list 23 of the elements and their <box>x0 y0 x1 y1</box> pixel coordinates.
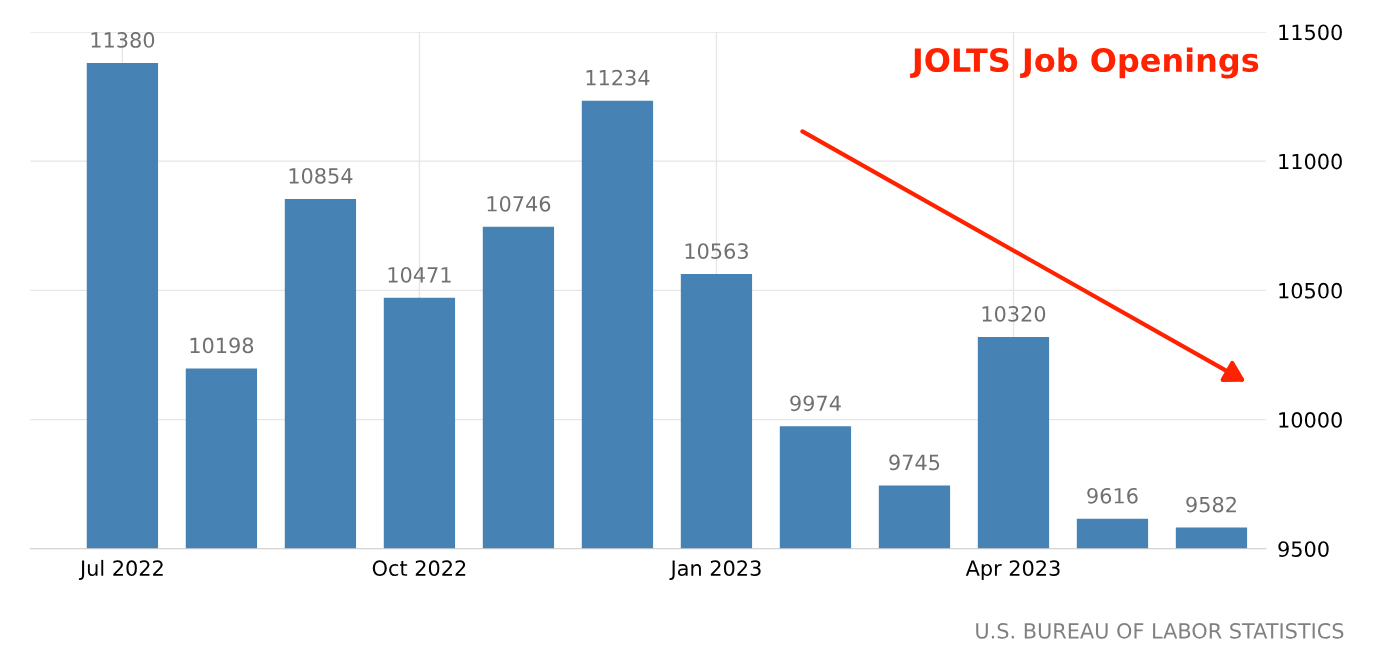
data-label: 10471 <box>388 266 451 283</box>
y-tick-label: 10500 <box>1279 282 1342 299</box>
text: U.S. BUREAU OF LABOR STATISTICS <box>976 622 1344 639</box>
data-label: 11234 <box>586 69 650 86</box>
data-label: 11380 <box>91 32 155 48</box>
data-label: 9582 <box>1186 496 1236 513</box>
data-label: 9745 <box>889 454 940 471</box>
data-label: 10198 <box>190 337 254 354</box>
y-tick-label: 9500 <box>1278 541 1329 557</box>
y-tick-label: 10000 <box>1279 412 1342 428</box>
data-label: 9974 <box>790 395 841 412</box>
data-label: 9616 <box>1087 487 1138 504</box>
chart-title: JOLTS Job Openings <box>910 47 1259 79</box>
data-label: 10854 <box>289 167 353 184</box>
data-label: 10320 <box>982 305 1046 322</box>
data-label: 10746 <box>487 195 551 212</box>
x-tick-label: Oct 2022 <box>372 560 466 577</box>
data-label: 10563 <box>685 243 748 259</box>
x-tick-label: Jan 2023 <box>669 560 761 580</box>
x-tick-label: Apr 2023 <box>965 560 1060 581</box>
x-tick-label: Jul 2022 <box>78 559 163 580</box>
y-tick-label: 11500 <box>1279 24 1342 41</box>
y-tick-label: 11000 <box>1279 153 1342 170</box>
